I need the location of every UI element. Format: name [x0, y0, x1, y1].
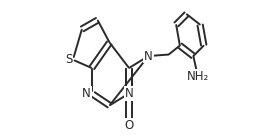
Text: N: N — [144, 50, 153, 63]
Text: O: O — [124, 119, 134, 132]
Text: N: N — [82, 87, 91, 100]
Text: S: S — [65, 53, 72, 66]
Text: NH₂: NH₂ — [187, 70, 209, 83]
Text: N: N — [125, 87, 133, 100]
